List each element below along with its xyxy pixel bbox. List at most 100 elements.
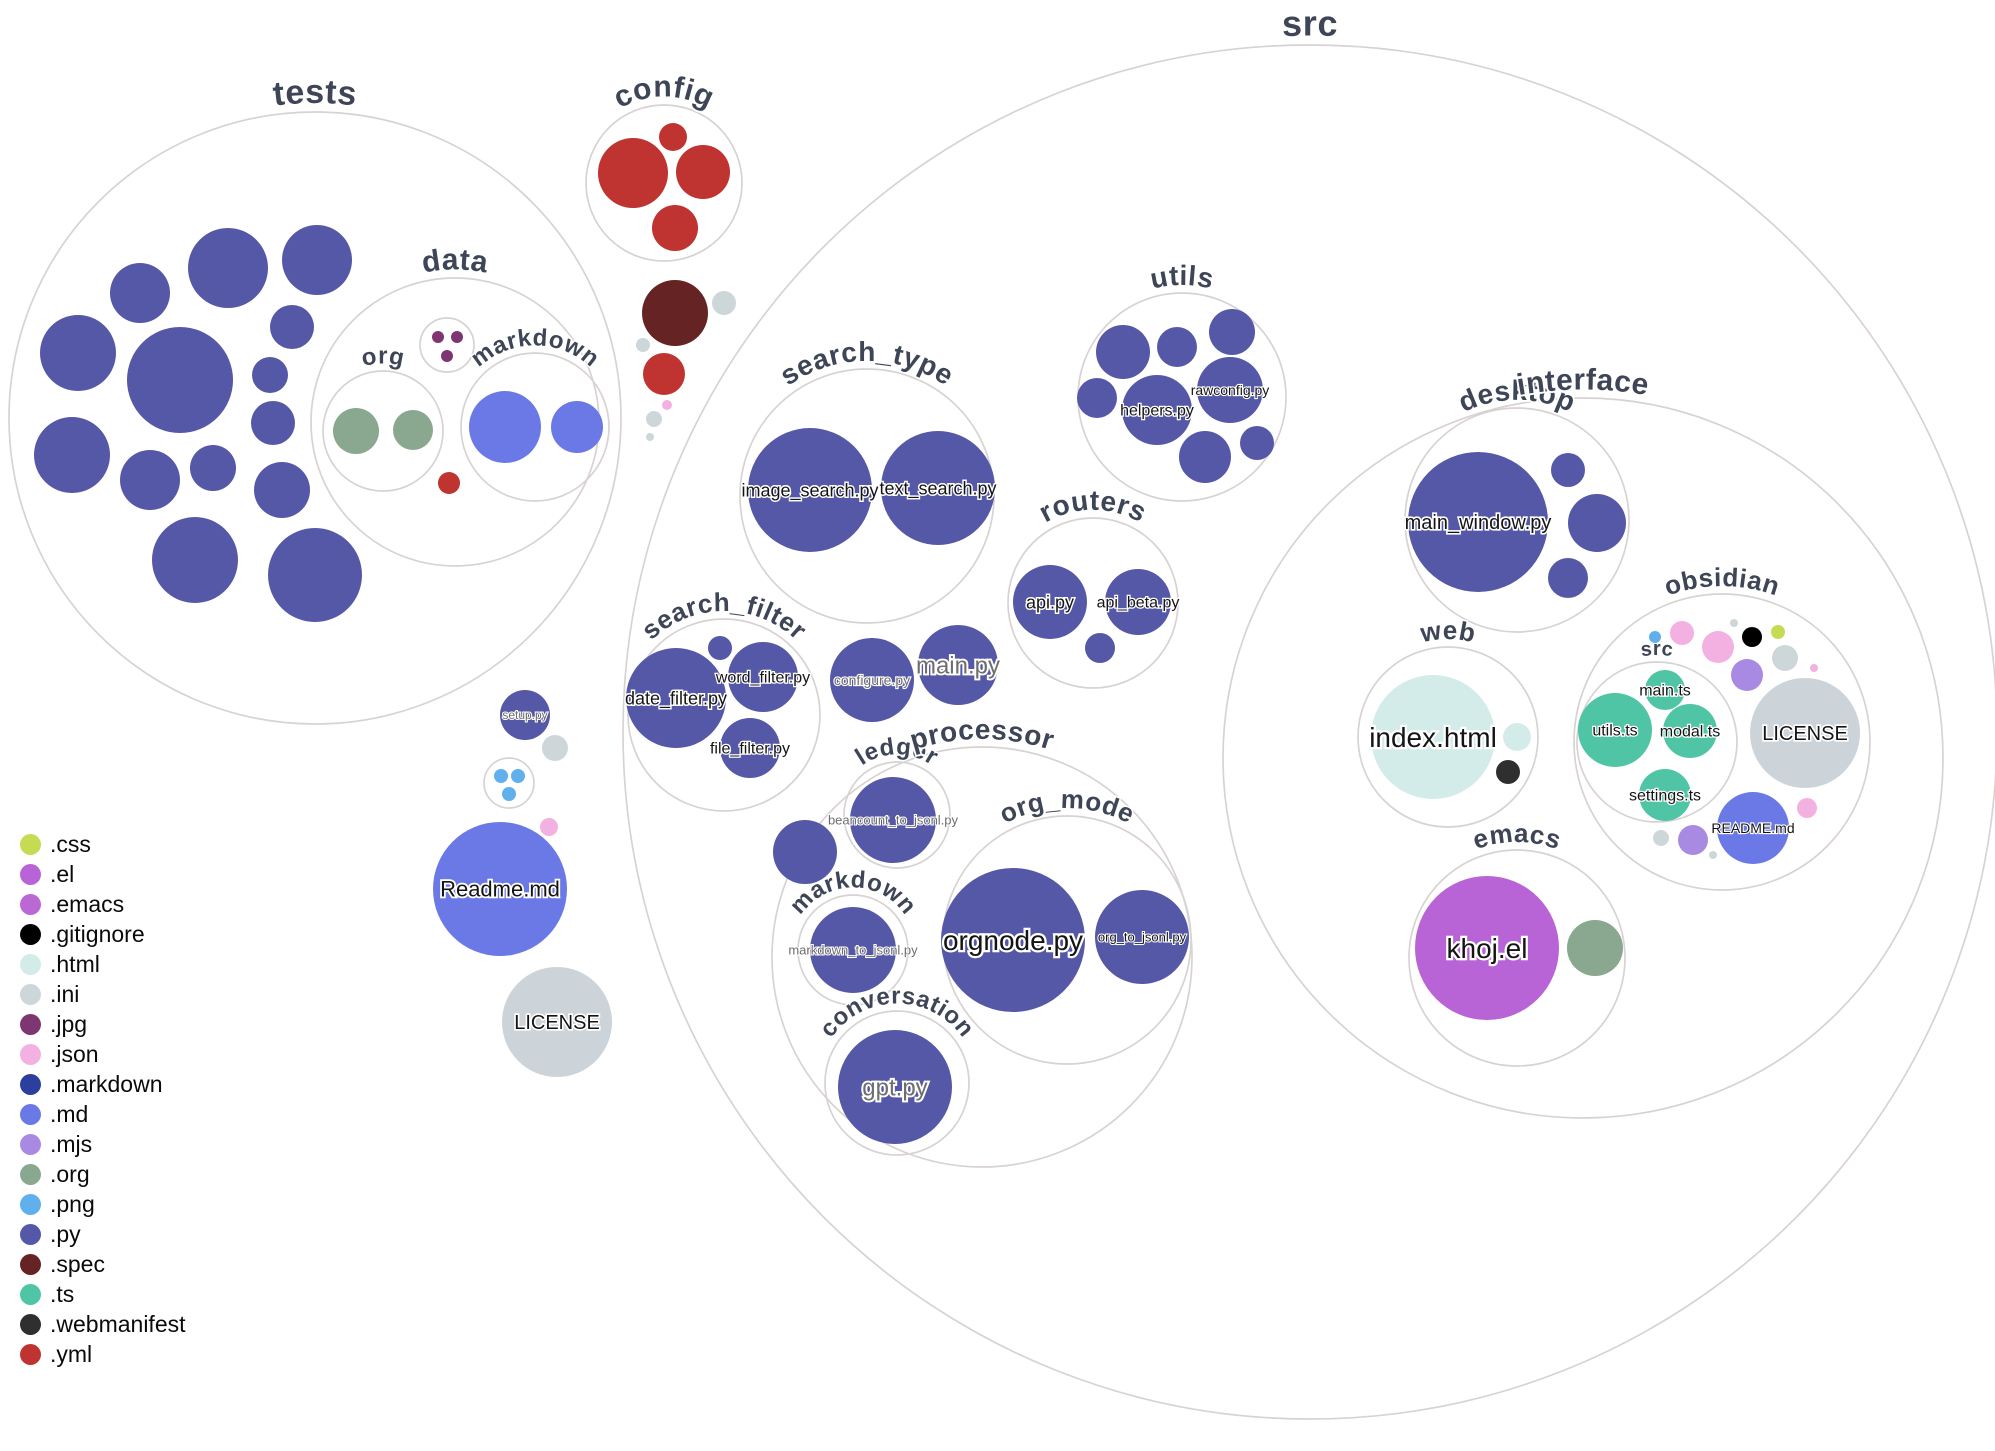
legend-swatch-emacs (20, 893, 41, 915)
file-org-unlabeled (333, 408, 379, 454)
file-file_filter.py-label: file_filter.py (710, 741, 790, 758)
file-khoj.el (1415, 876, 1559, 1020)
file-gitignore-unlabeled (1742, 627, 1762, 647)
dir-web-label: web (1417, 615, 1478, 648)
file-text_search.py (881, 431, 995, 545)
file-main.ts (1645, 670, 1685, 710)
legend-label-yml: .yml (50, 1341, 93, 1367)
legend-item-gitignore: .gitignore (20, 919, 186, 949)
file-date_filter.py (626, 648, 726, 748)
file-jpg-unlabeled (441, 350, 453, 362)
dir-obsidian-label: obsidian (1660, 562, 1783, 601)
file-configure.py (830, 638, 914, 722)
file-LICENSE (1750, 678, 1860, 788)
legend-item-ini: .ini (20, 979, 186, 1009)
file-json-unlabeled (662, 400, 672, 410)
dir-src-label: src (1281, 3, 1338, 45)
file-ini-unlabeled (646, 411, 662, 427)
file-py-unlabeled (1085, 633, 1115, 663)
file-settings.ts (1639, 769, 1691, 821)
file-image_search.py (748, 428, 872, 552)
file-org_to_jsonl.py-label: org_to_jsonl.py (1098, 930, 1187, 945)
legend-swatch-org (20, 1163, 41, 1185)
file-api.py (1013, 565, 1087, 639)
file-py-unlabeled (34, 417, 110, 493)
file-text_search.py-label: text_search.py (879, 478, 996, 499)
legend-item-html: .html (20, 949, 186, 979)
dir-interface-label: interface (1514, 363, 1651, 402)
file-orgnode.py (941, 868, 1085, 1012)
dir-org_mode-label: org_mode (995, 784, 1140, 829)
legend-swatch-webmanifest (20, 1313, 41, 1335)
file-beancount_to_jsonl.py-label: beancount_to_jsonl.py (828, 813, 959, 828)
dir-org-label: org (359, 342, 407, 371)
legend-item-webmanifest: .webmanifest (20, 1309, 186, 1339)
legend-swatch-py (20, 1223, 41, 1245)
file-image_search.py-label: image_search.py (741, 480, 878, 501)
file-date_filter.py-label: date_filter.py (625, 688, 727, 709)
file-py-unlabeled (1568, 494, 1626, 552)
file-ini-unlabeled (1730, 619, 1738, 627)
file-ini-unlabeled (646, 433, 654, 441)
file-Readme.md-label: Readme.md (440, 877, 560, 902)
file-utils.ts (1578, 693, 1652, 767)
file-py-unlabeled (251, 401, 295, 445)
file-org_to_jsonl.py (1095, 890, 1189, 984)
file-py-unlabeled (254, 462, 310, 518)
legend-swatch-el (20, 863, 41, 885)
file-main_window.py-label: main_window.py (1405, 512, 1552, 534)
legend-item-emacs: .emacs (20, 889, 186, 919)
file-utils.ts-label: utils.ts (1592, 723, 1637, 740)
dir-routers-circle (1007, 517, 1179, 689)
file-py-unlabeled (1179, 431, 1231, 483)
dir-processor-label: processor (906, 714, 1058, 756)
file-index.html-label: index.html (1369, 722, 1497, 753)
file-api.py-label: api.py (1026, 592, 1074, 612)
file-jpg-unlabeled (432, 331, 444, 343)
dir-tests-label: tests (271, 73, 359, 114)
legend-swatch-md (20, 1103, 41, 1125)
dir-group-circle (419, 317, 475, 373)
legend-label-org: .org (50, 1161, 90, 1187)
file-main.py (918, 625, 998, 705)
file-py-unlabeled (110, 263, 170, 323)
file-org-unlabeled (393, 410, 433, 450)
file-markdown_to_jsonl.py-label: markdown_to_jsonl.py (788, 943, 918, 958)
file-py-unlabeled (773, 820, 837, 884)
file-helpers.py (1122, 375, 1192, 445)
legend-swatch-png (20, 1193, 41, 1215)
file-modal.ts (1663, 704, 1717, 758)
dir-search_filter-circle (627, 618, 821, 812)
legend-label-webmanifest: .webmanifest (50, 1311, 186, 1337)
legend-item-md: .md (20, 1099, 186, 1129)
file-py-unlabeled (282, 225, 352, 295)
file-ini-unlabeled (1772, 645, 1798, 671)
file-webmanifest-unlabeled (1496, 760, 1520, 784)
file-markdown_to_jsonl.py (810, 907, 896, 993)
legend-swatch-gitignore (20, 923, 41, 945)
file-ini-unlabeled (712, 291, 736, 315)
file-py-unlabeled (1077, 378, 1117, 418)
dir-src-circle (1576, 661, 1738, 823)
dir-config-label: config (608, 70, 719, 114)
legend-label-ts: .ts (50, 1281, 75, 1307)
legend-item-py: .py (20, 1219, 186, 1249)
file-py-unlabeled (1240, 426, 1274, 460)
legend-item-el: .el (20, 859, 186, 889)
file-py-unlabeled (1548, 558, 1588, 598)
file-helpers.py-label: helpers.py (1120, 403, 1194, 420)
legend-swatch-ts (20, 1283, 41, 1305)
file-index.html (1371, 675, 1495, 799)
file-json-unlabeled (540, 818, 558, 836)
dir-markdown-label: markdown (466, 324, 605, 372)
file-api_beta.py-label: api_beta.py (1097, 595, 1180, 612)
file-word_filter.py-label: word_filter.py (715, 670, 810, 687)
dir-markdown-circle (797, 894, 909, 1006)
legend-item-jpg: .jpg (20, 1009, 186, 1039)
file-LICENSE-label: LICENSE (514, 1012, 600, 1034)
legend-label-markdown: .markdown (50, 1071, 163, 1097)
file-json-unlabeled (1702, 631, 1734, 663)
legend-label-png: .png (50, 1191, 95, 1217)
